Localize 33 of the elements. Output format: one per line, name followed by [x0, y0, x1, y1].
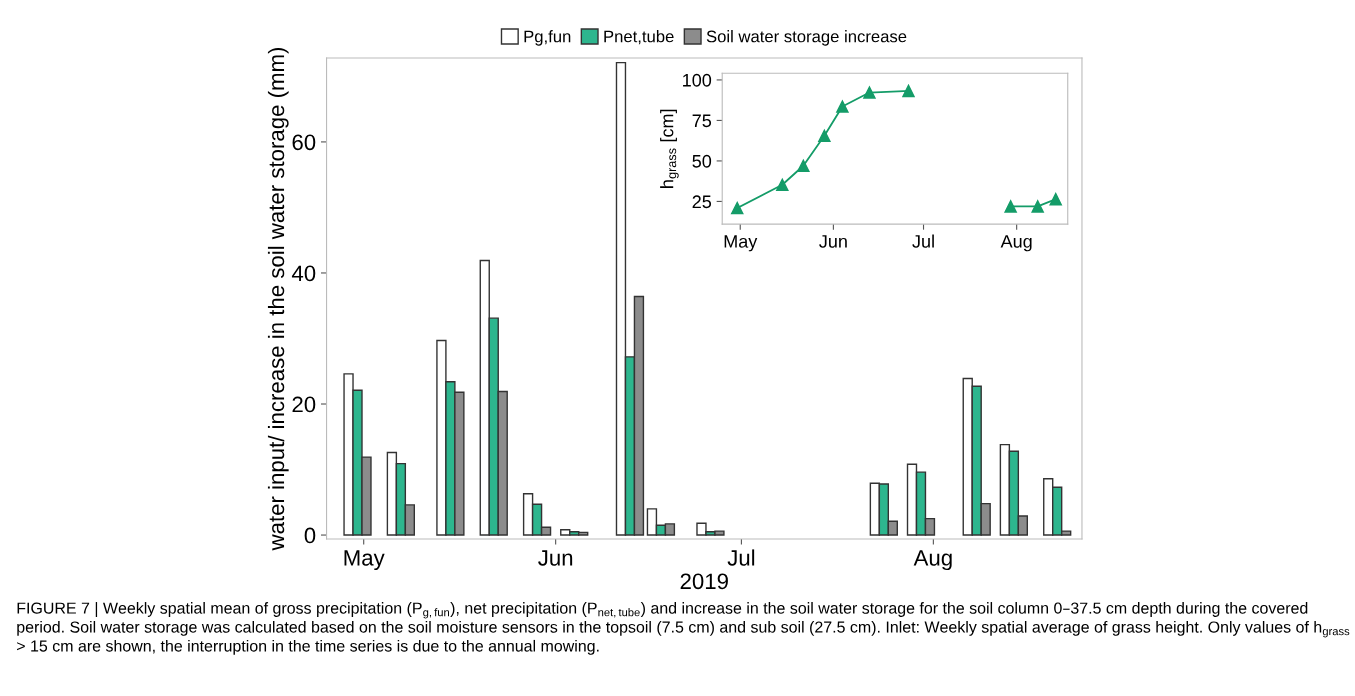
x-axis-title: 2019: [680, 573, 728, 590]
y-tick-label: 40: [291, 265, 316, 282]
x-tick-label: Jul: [727, 549, 755, 566]
point: [902, 84, 915, 98]
point: [836, 100, 849, 113]
point: [1031, 200, 1044, 213]
point: [730, 201, 744, 215]
point: [818, 129, 831, 143]
point: [1049, 192, 1062, 206]
x-tick-label: Jun: [538, 550, 573, 566]
y-tick-label: 75: [692, 114, 712, 128]
point: [1004, 200, 1017, 213]
y-tick-label: 0: [304, 527, 316, 544]
y-tick-label: 25: [692, 195, 712, 209]
point: [776, 178, 789, 191]
x-tick-label: Jul: [912, 234, 934, 248]
text: FIGURE 7 | Weekly spatial mean of gross precipitation (P$_{g,fun}$), net precipitation (P$_{net,tube}$) and increase in the soil water storage for the soil column 0–37.5 cm depth during the covered period. Soil water storage was calculated based on the soil moisture sensors in the topsoil (7.5 cm) and sub soil (27.5 cm). Inlet: Weekly spatial average of grass height. Only values of h$_{grass}$ > 15 cm are shown, the interruption in the time series is due to the annual mowing.: [17, 602, 1350, 655]
y-tick-label: 50: [692, 154, 712, 168]
legend-label: Pnet,tube: [604, 30, 674, 45]
legend-label: Pg,fun: [524, 30, 571, 46]
point: [797, 159, 810, 173]
point: [863, 86, 876, 99]
y-axis-title: water input/ increase in the soil water storage (mm): [267, 47, 289, 551]
y-tick-label: 100: [683, 73, 712, 87]
x-tick-label: Aug: [1000, 235, 1032, 252]
x-tick-label: May: [344, 550, 385, 571]
x-tick-label: Jun: [819, 235, 847, 248]
y-tick-label: 20: [292, 396, 316, 413]
legend-label: Soil water storage increase: [706, 30, 907, 46]
x-tick-label: Aug: [913, 550, 952, 571]
y-tick-label: 60: [292, 134, 316, 151]
x-tick-label: May: [724, 235, 758, 252]
y-axis-title: h$_{grass}$ [cm]: [660, 109, 679, 188]
